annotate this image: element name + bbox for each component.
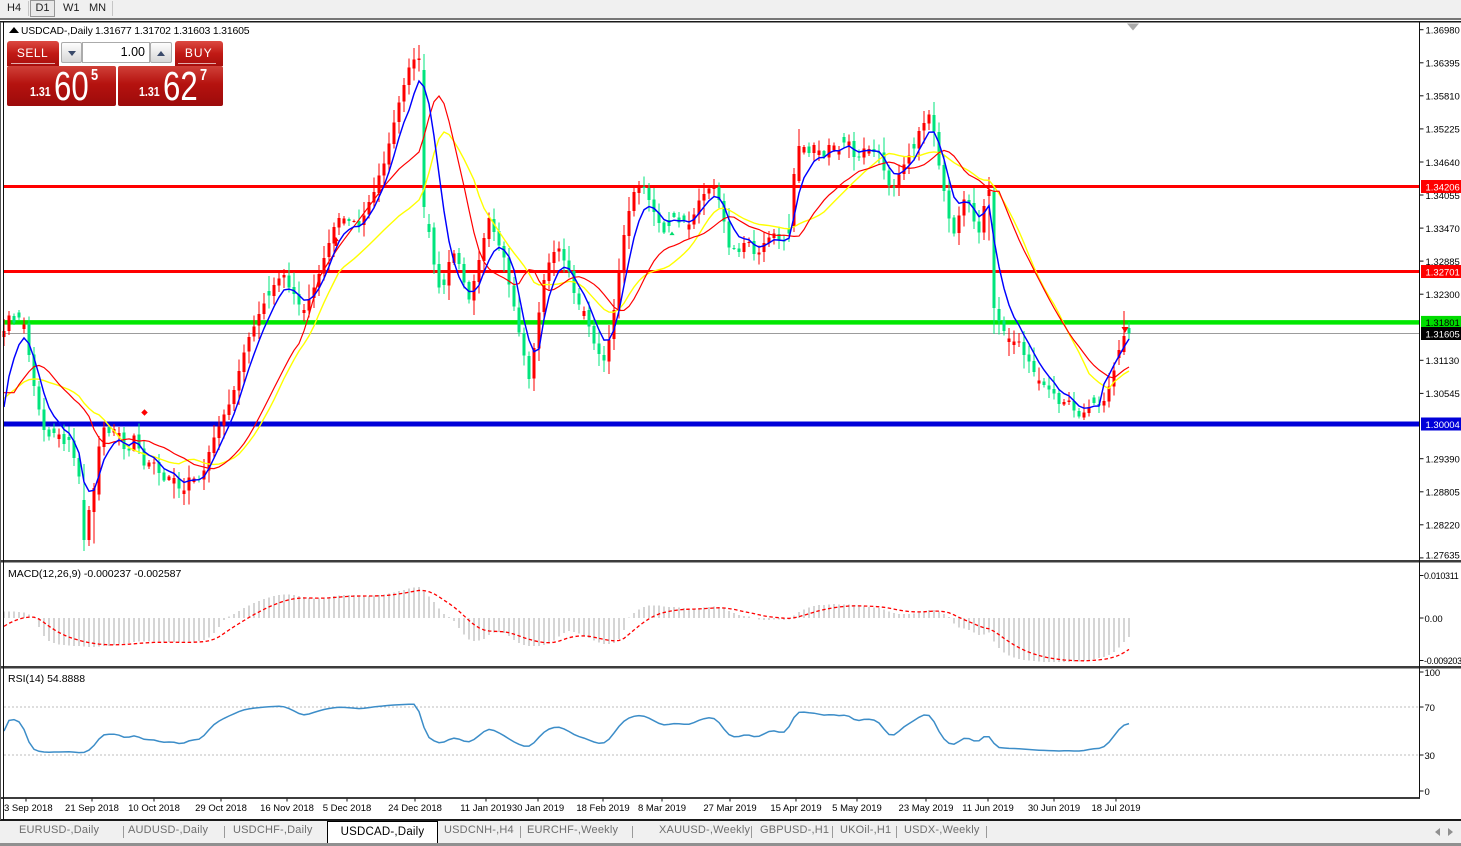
svg-text:MACD(12,26,9) -0.000237 -0.002: MACD(12,26,9) -0.000237 -0.002587 bbox=[8, 568, 182, 580]
svg-text:18 Feb 2019: 18 Feb 2019 bbox=[576, 803, 629, 814]
svg-text:1.32300: 1.32300 bbox=[1426, 290, 1460, 301]
svg-text:RSI(14) 54.8888: RSI(14) 54.8888 bbox=[8, 673, 85, 685]
svg-text:1.28805: 1.28805 bbox=[1426, 488, 1460, 499]
svg-text:0.00: 0.00 bbox=[1425, 614, 1443, 625]
svg-text:5 May 2019: 5 May 2019 bbox=[832, 803, 882, 814]
svg-text:1.31130: 1.31130 bbox=[1426, 356, 1460, 367]
svg-text:1.36980: 1.36980 bbox=[1426, 26, 1460, 37]
svg-text:1.34055: 1.34055 bbox=[1426, 191, 1460, 202]
svg-text:10 Oct 2018: 10 Oct 2018 bbox=[128, 803, 180, 814]
svg-text:1.31677 1.31702 1.31603 1.3160: 1.31677 1.31702 1.31603 1.31605 bbox=[95, 25, 250, 37]
svg-text:30 Jun 2019: 30 Jun 2019 bbox=[1028, 803, 1080, 814]
svg-text:0.010311: 0.010311 bbox=[1424, 571, 1459, 581]
svg-text:1.30545: 1.30545 bbox=[1426, 389, 1460, 400]
svg-text:18 Jul 2019: 18 Jul 2019 bbox=[1091, 803, 1140, 814]
svg-text:15 Apr 2019: 15 Apr 2019 bbox=[770, 803, 821, 814]
svg-text:1.30004: 1.30004 bbox=[1426, 420, 1460, 431]
svg-text:1.34206: 1.34206 bbox=[1426, 182, 1460, 193]
svg-text:-0.009203: -0.009203 bbox=[1424, 656, 1461, 666]
svg-text:29 Oct 2018: 29 Oct 2018 bbox=[195, 803, 247, 814]
svg-text:11 Jun 2019: 11 Jun 2019 bbox=[962, 803, 1014, 814]
svg-text:1.27635: 1.27635 bbox=[1426, 551, 1460, 562]
svg-text:24 Dec 2018: 24 Dec 2018 bbox=[388, 803, 442, 814]
svg-text:USDCAD-,Daily: USDCAD-,Daily bbox=[21, 26, 94, 37]
svg-text:1.29390: 1.29390 bbox=[1426, 455, 1460, 466]
svg-text:8 Mar 2019: 8 Mar 2019 bbox=[638, 803, 686, 814]
svg-text:100: 100 bbox=[1425, 668, 1441, 679]
svg-text:3 Sep 2018: 3 Sep 2018 bbox=[4, 803, 53, 814]
svg-text:5 Dec 2018: 5 Dec 2018 bbox=[323, 803, 372, 814]
svg-text:27 Mar 2019: 27 Mar 2019 bbox=[703, 803, 756, 814]
svg-text:30 Jan 2019: 30 Jan 2019 bbox=[512, 803, 564, 814]
svg-text:16 Nov 2018: 16 Nov 2018 bbox=[260, 803, 314, 814]
svg-text:1.35810: 1.35810 bbox=[1426, 92, 1460, 103]
svg-text:1.32885: 1.32885 bbox=[1426, 257, 1460, 268]
svg-text:30: 30 bbox=[1425, 751, 1435, 762]
svg-text:1.36395: 1.36395 bbox=[1426, 59, 1460, 70]
svg-text:11 Jan 2019: 11 Jan 2019 bbox=[460, 803, 512, 814]
svg-text:21 Sep 2018: 21 Sep 2018 bbox=[65, 803, 119, 814]
svg-text:1.31801: 1.31801 bbox=[1426, 318, 1460, 329]
svg-text:0: 0 bbox=[1425, 787, 1430, 798]
svg-text:1.34640: 1.34640 bbox=[1426, 158, 1460, 169]
svg-text:1.28220: 1.28220 bbox=[1426, 521, 1460, 532]
svg-text:1.35225: 1.35225 bbox=[1426, 125, 1460, 136]
svg-text:1.32701: 1.32701 bbox=[1426, 267, 1460, 278]
svg-text:70: 70 bbox=[1425, 703, 1435, 714]
svg-text:1.33470: 1.33470 bbox=[1426, 224, 1460, 235]
svg-text:23 May 2019: 23 May 2019 bbox=[899, 803, 954, 814]
svg-text:1.31605: 1.31605 bbox=[1426, 329, 1460, 340]
